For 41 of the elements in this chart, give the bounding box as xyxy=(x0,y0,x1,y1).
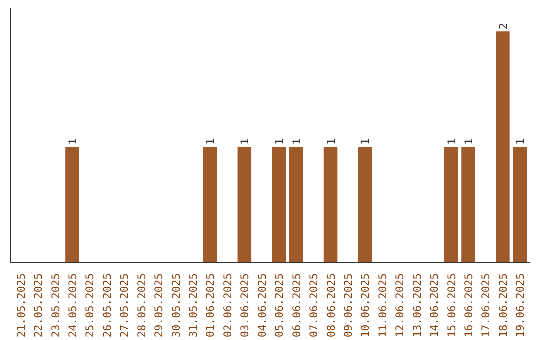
x-tick-label: 27.05.2025 xyxy=(118,274,132,338)
x-tick-label: 10.06.2025 xyxy=(359,274,372,338)
x-tick-label: 18.06.2025 xyxy=(496,274,510,338)
x-tick-label: 29.05.2025 xyxy=(152,274,166,338)
data-label: 1 xyxy=(290,138,304,146)
x-tick-label: 24.05.2025 xyxy=(66,274,80,338)
x-tick-label: 17.06.2025 xyxy=(480,274,493,338)
x-tick-label: 03.06.2025 xyxy=(238,274,252,338)
x-tick-label: 21.05.2025 xyxy=(14,274,28,338)
data-label: 1 xyxy=(445,138,458,146)
x-tick-label: 25.05.2025 xyxy=(84,274,97,338)
x-tick-label: 13.06.2025 xyxy=(410,274,424,338)
x-tick-label: 09.06.2025 xyxy=(342,274,355,338)
x-tick-label: 02.06.2025 xyxy=(221,274,234,338)
data-label: 1 xyxy=(204,138,218,146)
x-tick-label: 08.06.2025 xyxy=(324,274,338,338)
x-tick-label: 19.06.2025 xyxy=(514,274,528,338)
x-tick-label: 26.05.2025 xyxy=(100,274,114,338)
x-tick-label: 31.05.2025 xyxy=(187,274,200,338)
data-label: 1 xyxy=(66,138,80,146)
data-label: 1 xyxy=(462,138,476,146)
data-label: 1 xyxy=(238,138,252,146)
x-tick-label: 28.05.2025 xyxy=(135,274,148,338)
x-tick-label: 15.06.2025 xyxy=(445,274,458,338)
x-tick-label: 01.06.2025 xyxy=(204,274,218,338)
x-tick-label: 22.05.2025 xyxy=(32,274,46,338)
x-tick-label: 06.06.2025 xyxy=(290,274,304,338)
data-label: 1 xyxy=(273,138,286,146)
x-tick-label: 07.06.2025 xyxy=(308,274,321,338)
data-label: 2 xyxy=(496,23,510,30)
data-label: 1 xyxy=(324,138,338,146)
x-tick-label: 12.06.2025 xyxy=(394,274,407,338)
data-label: 1 xyxy=(359,138,372,146)
x-tick-label: 23.05.2025 xyxy=(49,274,62,338)
x-tick-label: 30.05.2025 xyxy=(170,274,183,338)
x-tick-label: 16.06.2025 xyxy=(462,274,476,338)
x-tick-label: 05.06.2025 xyxy=(273,274,286,338)
data-label: 1 xyxy=(514,138,528,146)
x-tick-label: 14.06.2025 xyxy=(428,274,442,338)
x-tick-label: 11.06.2025 xyxy=(376,274,390,338)
x-tick-label: 04.06.2025 xyxy=(256,274,269,338)
